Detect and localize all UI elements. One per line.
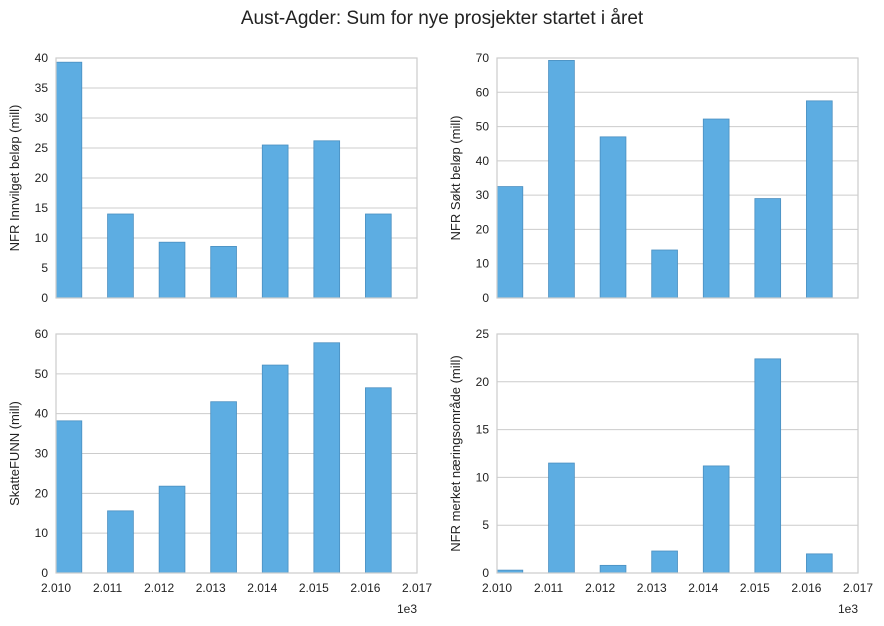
x-tick-label: 2.010: [41, 581, 71, 595]
bar-2016: [365, 387, 392, 574]
bar-2016: [365, 213, 392, 299]
bar-2010: [55, 420, 83, 574]
y-tick-label: 40: [35, 407, 49, 421]
bar-2012: [158, 485, 186, 574]
y-tick-label: 40: [35, 51, 49, 65]
x-tick-label: 2.014: [247, 581, 277, 595]
y-tick-label: 0: [482, 291, 489, 305]
x-tick-label: 2.014: [688, 581, 718, 595]
bar-2014: [261, 144, 289, 299]
bar-2012: [158, 241, 186, 299]
x-tick-label: 2.016: [791, 581, 821, 595]
y-tick-label: 30: [35, 111, 49, 125]
y-axis-label: NFR merket næringsområde (mill): [448, 355, 463, 551]
bar-2011: [548, 60, 575, 299]
bar-2013: [210, 245, 237, 299]
y-tick-label: 30: [476, 188, 490, 202]
bar-2014: [702, 465, 730, 574]
axes-frame: [55, 333, 418, 574]
x-tick-label: 2.013: [196, 581, 226, 595]
bar-2016: [806, 553, 833, 574]
y-tick-label: 0: [482, 566, 489, 580]
bar-2012: [599, 136, 627, 299]
y-tick-label: 10: [35, 231, 49, 245]
x-tick-label: 2.012: [585, 581, 615, 595]
bar-2015: [313, 140, 341, 299]
axes-frame: [55, 57, 418, 299]
y-tick-label: 0: [41, 566, 48, 580]
y-tick-label: 60: [476, 85, 490, 99]
subplot-3: 0 10 20 30 40 50 60 2.010 2.011 2.012 2.013 2.014 2.…: [7, 327, 432, 616]
y-tick-label: 40: [476, 154, 490, 168]
y-tick-label: 60: [35, 327, 49, 341]
subplot-2: 0 10 20 30 40 50 60 70 NFR Søkt beløp (mill): [448, 51, 859, 305]
y-tick-label: 20: [35, 171, 49, 185]
y-tick-label: 30: [35, 447, 49, 461]
axes-frame: [496, 57, 859, 299]
subplot-4: 0 5 10 15 20 25 2.010 2.011 2.012 2.013 2.014 2.015…: [448, 327, 873, 616]
y-tick-label: 50: [476, 120, 490, 134]
bar-2014: [261, 364, 289, 574]
y-tick-label: 70: [476, 51, 490, 65]
x-tick-label: 2.015: [299, 581, 329, 595]
y-tick-label: 50: [35, 367, 49, 381]
x-offset-label: 1e3: [838, 602, 858, 616]
bar-2013: [210, 401, 237, 574]
bar-2011: [107, 510, 134, 574]
bar-2013: [651, 249, 678, 299]
y-tick-label: 15: [35, 201, 49, 215]
bar-2015: [754, 358, 782, 574]
subplot-1: 0 5 10 15 20 25 30 35 40 NFR Innvilget beløp (mil…: [7, 51, 418, 305]
x-tick-label: 2.010: [482, 581, 512, 595]
bar-2015: [754, 198, 782, 299]
y-tick-label: 20: [476, 222, 490, 236]
y-axis-label: SkatteFUNN (mill): [7, 401, 22, 506]
x-tick-label: 2.017: [843, 581, 873, 595]
y-tick-label: 10: [476, 470, 490, 484]
x-tick-label: 2.011: [93, 581, 122, 595]
bar-2012: [599, 564, 627, 574]
chart-title: Aust-Agder: Sum for nye prosjekter start…: [240, 8, 644, 29]
y-tick-label: 20: [476, 375, 490, 389]
x-tick-label: 2.011: [534, 581, 563, 595]
y-tick-label: 10: [35, 526, 49, 540]
bar-2011: [107, 213, 134, 299]
bar-2011: [548, 462, 575, 574]
bar-2014: [702, 118, 730, 299]
y-tick-label: 25: [476, 327, 490, 341]
y-tick-label: 25: [35, 141, 49, 155]
y-tick-label: 0: [41, 291, 48, 305]
y-axis-label: NFR Søkt beløp (mill): [448, 116, 463, 241]
x-tick-label: 2.015: [740, 581, 770, 595]
bar-2010: [496, 186, 524, 299]
bar-2015: [313, 342, 341, 574]
bar-2013: [651, 550, 678, 574]
x-offset-label: 1e3: [397, 602, 417, 616]
bar-2010: [55, 61, 83, 299]
y-tick-label: 5: [41, 261, 48, 275]
y-tick-label: 10: [476, 257, 490, 271]
y-axis-label: NFR Innvilget beløp (mill): [7, 105, 22, 252]
y-tick-label: 15: [476, 423, 490, 437]
axes-frame: [496, 333, 859, 574]
y-tick-label: 5: [482, 518, 489, 532]
bar-2016: [806, 100, 833, 299]
y-tick-label: 20: [35, 486, 49, 500]
y-tick-label: 35: [35, 81, 49, 95]
x-tick-label: 2.017: [402, 581, 432, 595]
x-tick-label: 2.016: [350, 581, 380, 595]
x-tick-label: 2.012: [144, 581, 174, 595]
x-tick-label: 2.013: [637, 581, 667, 595]
